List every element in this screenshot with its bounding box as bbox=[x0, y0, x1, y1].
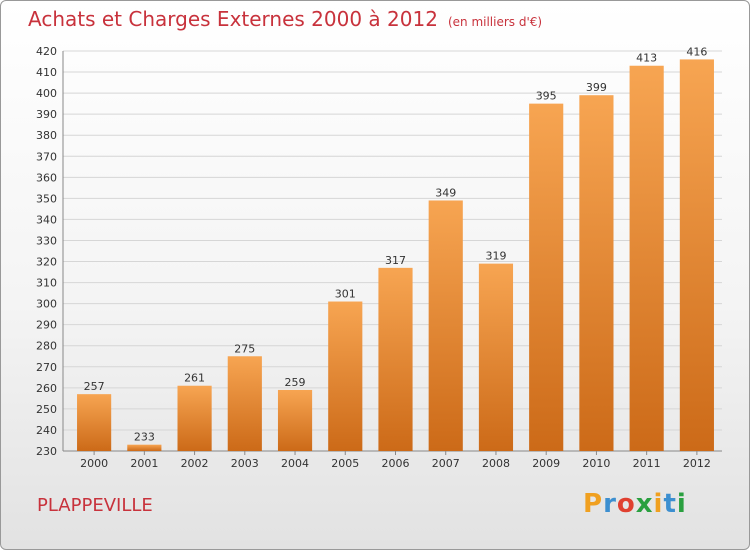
bar-2007 bbox=[428, 200, 463, 451]
logo-letter: P bbox=[583, 489, 604, 519]
data-label-2004: 259 bbox=[285, 376, 306, 389]
bar-2005 bbox=[328, 301, 363, 451]
proxiti-logo: Proxiti bbox=[583, 489, 687, 519]
y-tick-label: 380 bbox=[36, 129, 57, 142]
x-tick-label-2005: 2005 bbox=[331, 457, 359, 470]
bar-2010 bbox=[579, 95, 614, 452]
y-tick-label: 300 bbox=[36, 298, 57, 311]
y-tick-label: 320 bbox=[36, 256, 57, 269]
data-label-2000: 257 bbox=[84, 380, 105, 393]
bar-2004 bbox=[277, 389, 313, 451]
chart-subtitle: (en milliers d'€) bbox=[447, 15, 543, 29]
y-tick-label: 230 bbox=[36, 445, 57, 458]
city-name: PLAPPEVILLE bbox=[37, 495, 153, 516]
bar-2009 bbox=[529, 103, 564, 451]
logo-letter: i bbox=[676, 489, 687, 519]
x-tick-label-2012: 2012 bbox=[683, 457, 711, 470]
x-tick-label-2006: 2006 bbox=[382, 457, 410, 470]
logo-letter: t bbox=[663, 489, 677, 519]
y-tick-label: 370 bbox=[36, 150, 57, 163]
y-tick-label: 400 bbox=[36, 87, 57, 100]
y-tick-label: 350 bbox=[36, 192, 57, 205]
y-tick-label: 240 bbox=[36, 424, 57, 437]
y-tick-label: 330 bbox=[36, 234, 57, 247]
data-label-2005: 301 bbox=[335, 288, 356, 301]
logo-letter: i bbox=[653, 489, 664, 519]
bar-2006 bbox=[378, 267, 413, 451]
y-tick-label: 360 bbox=[36, 171, 57, 184]
data-label-2010: 399 bbox=[586, 81, 607, 94]
bar-2008 bbox=[478, 263, 514, 451]
data-label-2006: 317 bbox=[385, 254, 406, 267]
y-tick-label: 410 bbox=[36, 66, 57, 79]
y-tick-label: 250 bbox=[36, 403, 57, 416]
chart-title-text: Achats et Charges Externes 2000 à 2012 bbox=[28, 7, 438, 31]
x-tick-label-2010: 2010 bbox=[582, 457, 610, 470]
x-tick-label-2001: 2001 bbox=[130, 457, 158, 470]
data-label-2003: 275 bbox=[234, 342, 255, 355]
data-label-2001: 233 bbox=[134, 431, 155, 444]
bar-2001 bbox=[127, 444, 162, 451]
bar-2012 bbox=[679, 59, 714, 451]
bar-2002 bbox=[177, 385, 212, 451]
data-label-2007: 349 bbox=[435, 186, 456, 199]
data-label-2011: 413 bbox=[636, 52, 657, 65]
data-label-2012: 416 bbox=[686, 45, 707, 58]
bar-2000 bbox=[77, 394, 112, 451]
y-tick-label: 260 bbox=[36, 382, 57, 395]
x-tick-label-2009: 2009 bbox=[532, 457, 560, 470]
y-tick-label: 340 bbox=[36, 213, 57, 226]
x-tick-label-2007: 2007 bbox=[432, 457, 460, 470]
chart-title: Achats et Charges Externes 2000 à 2012 (e… bbox=[28, 7, 542, 31]
y-tick-label: 290 bbox=[36, 319, 57, 332]
y-tick-label: 420 bbox=[36, 45, 57, 58]
y-tick-label: 270 bbox=[36, 361, 57, 374]
data-label-2002: 261 bbox=[184, 372, 205, 385]
x-tick-label-2008: 2008 bbox=[482, 457, 510, 470]
bar-2003 bbox=[227, 356, 262, 451]
x-tick-label-2004: 2004 bbox=[281, 457, 309, 470]
logo-letter: o bbox=[616, 489, 636, 519]
data-label-2009: 395 bbox=[536, 90, 557, 103]
logo-letter: x bbox=[635, 489, 654, 519]
logo-letter: r bbox=[603, 489, 617, 519]
y-tick-label: 390 bbox=[36, 108, 57, 121]
x-tick-label-2000: 2000 bbox=[80, 457, 108, 470]
y-tick-label: 310 bbox=[36, 277, 57, 290]
data-label-2008: 319 bbox=[485, 250, 506, 263]
x-tick-label-2002: 2002 bbox=[181, 457, 209, 470]
x-tick-label-2011: 2011 bbox=[633, 457, 661, 470]
x-tick-label-2003: 2003 bbox=[231, 457, 259, 470]
y-tick-label: 280 bbox=[36, 340, 57, 353]
bar-2011 bbox=[629, 65, 664, 451]
